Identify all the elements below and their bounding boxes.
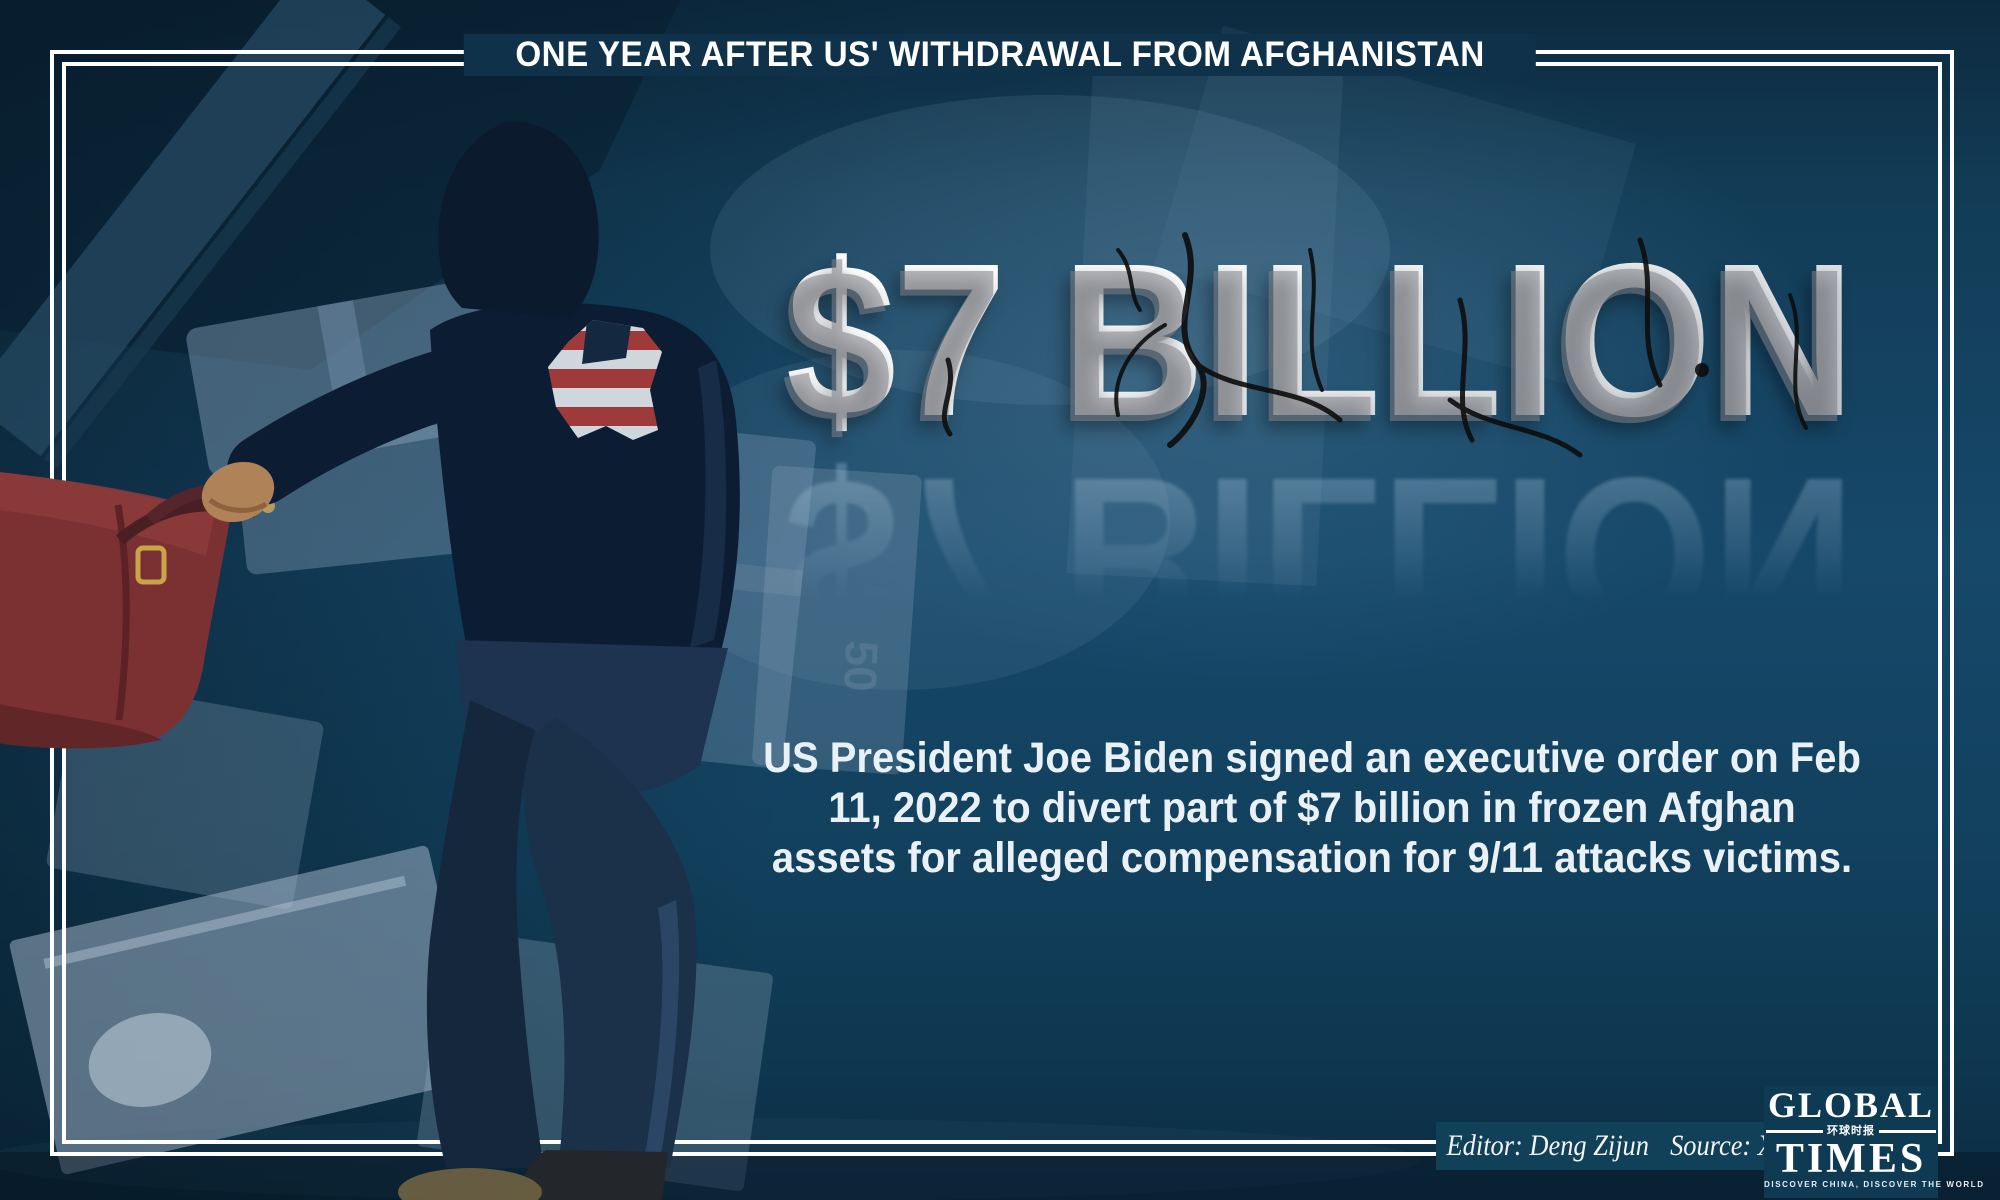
shoe-back	[398, 1168, 542, 1200]
logo-divider: 环球时报	[1766, 1125, 1936, 1137]
body-text-line: assets for alleged compensation for 9/11…	[771, 834, 1853, 882]
headline-reflection: $7 BILLION	[785, 432, 1855, 675]
body-text-line: 11, 2022 to divert part of $7 billion in…	[828, 784, 1796, 832]
headline-amount-text: $7 BILLION	[785, 219, 1855, 462]
logo-chinese-text: 环球时报	[1827, 1124, 1875, 1137]
banner-title-text: ONE YEAR AFTER US' WITHDRAWAL FROM AFGHA…	[515, 35, 1485, 74]
global-times-logo: GLOBAL 环球时报 TIMES DISCOVER CHINA, DISCOV…	[1764, 1085, 1985, 1198]
logo-times-text: TIMES	[1775, 1136, 1927, 1182]
banner-title: ONE YEAR AFTER US' WITHDRAWAL FROM AFGHA…	[463, 34, 1537, 76]
body-paragraph: US President Joe Biden signed an executi…	[692, 733, 1932, 883]
editor-credit-text: Editor: Deng Zijun	[1446, 1129, 1649, 1162]
shoe-front	[520, 1150, 668, 1200]
logo-tagline: DISCOVER CHINA, DISCOVER THE WORLD	[1764, 1180, 1985, 1189]
logo-divider-bar	[1879, 1129, 1936, 1133]
body-text-line: US President Joe Biden signed an executi…	[763, 734, 1861, 782]
logo-divider-bar	[1766, 1129, 1823, 1133]
logo-global-text: GLOBAL	[1767, 1085, 1935, 1125]
headline-amount: $7 BILLION	[660, 232, 1980, 452]
